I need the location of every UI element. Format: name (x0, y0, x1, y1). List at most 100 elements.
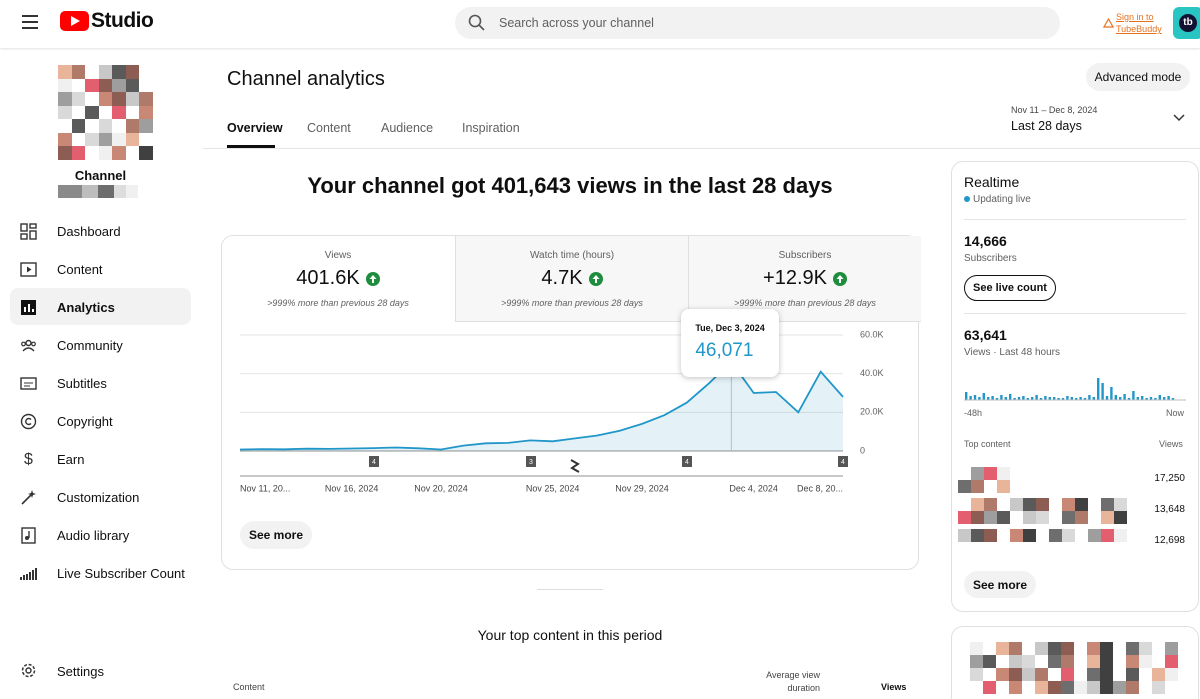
nav-item[interactable]: Live Subscriber Count (57, 566, 185, 581)
tab[interactable]: Inspiration (462, 121, 520, 135)
period[interactable]: Last 28 days (1011, 119, 1082, 133)
metric-value: 4.7K (541, 267, 583, 289)
realtime-bar (1127, 398, 1131, 400)
avatar-pixel (139, 146, 153, 160)
nav-item[interactable]: Subtitles (57, 376, 107, 391)
x-tick-label: Dec 8, 20... (797, 483, 843, 493)
nav-item[interactable]: Earn (57, 452, 85, 467)
table-header: Average view duration (740, 669, 820, 695)
see-more-button[interactable]: See more (964, 571, 1036, 598)
tubebuddy-line[interactable]: Sign in to (1116, 12, 1154, 22)
thumbnail-pixel (958, 529, 971, 542)
date-range[interactable]: Nov 11 – Dec 8, 2024 (1011, 105, 1098, 115)
realtime-bar (1105, 396, 1109, 400)
up-icon (365, 271, 380, 286)
avatar-pixel (98, 65, 112, 79)
tooltip: Tue, Dec 3, 2024 46,071 (681, 309, 780, 377)
y-tick-label: 0 (860, 445, 865, 455)
view-count: 63,641 (964, 327, 1007, 343)
avatar-pixel (125, 119, 139, 133)
y-tick-label: 20.0K (860, 407, 884, 417)
realtime-bar (1022, 396, 1025, 400)
thumbnail-pixel (1048, 681, 1061, 694)
tab[interactable]: Audience (381, 121, 434, 135)
table-header: Content (233, 682, 265, 692)
x-tick-label: Nov 11, 20... (240, 483, 290, 493)
avatar-pixel (71, 146, 85, 160)
thumbnail-pixel (1114, 529, 1127, 542)
nav-icon (20, 568, 37, 580)
nav-icon (20, 262, 37, 277)
realtime-bar (1110, 387, 1113, 400)
tubebuddy-link[interactable]: Sign in to TubeBuddy (1116, 11, 1162, 35)
tab[interactable]: Content (307, 121, 351, 135)
nav-icon (20, 413, 37, 430)
realtime-bar (1048, 397, 1051, 400)
nav-item[interactable]: Dashboard (57, 224, 121, 239)
tooltip-value: 46,071 (695, 340, 754, 361)
nav-item[interactable]: Analytics (57, 300, 115, 315)
search-placeholder[interactable]: Search across your channel (499, 16, 654, 30)
nav-item[interactable]: Content (57, 262, 103, 277)
advanced-mode-button[interactable]: Advanced mode (1086, 63, 1190, 91)
up-icon (832, 271, 847, 286)
thumbnail-pixel (1010, 498, 1023, 511)
axis-label: -48h (964, 408, 983, 418)
table-header: Views (881, 682, 907, 692)
metric-tab[interactable]: Subscribers +12.9K >999% more than previou… (688, 236, 921, 322)
divider (964, 219, 1186, 220)
metric-value: 401.6K (296, 267, 360, 289)
x-tick-label: Nov 20, 2024 (414, 483, 468, 493)
realtime-bar (1066, 396, 1069, 400)
avatar-pixel (125, 65, 139, 79)
menu-button[interactable] (22, 15, 38, 29)
subscriber-count: 14,666 (964, 233, 1007, 249)
nav-item[interactable]: Copyright (57, 414, 113, 429)
thumbnail-pixel (1061, 655, 1074, 668)
avatar-pixel (71, 65, 85, 79)
realtime-bar (1154, 398, 1157, 400)
logo-icon[interactable] (60, 11, 89, 31)
thumbnail-pixel (1022, 655, 1035, 668)
avatar-pixel (112, 105, 126, 119)
metric-value: +12.9K (763, 267, 827, 289)
nav-icon (21, 300, 36, 315)
tubebuddy-line[interactable]: TubeBuddy (1116, 24, 1162, 34)
nav-icon (21, 527, 36, 544)
period-chevron[interactable] (1173, 114, 1185, 122)
avatar-pixel (58, 92, 72, 106)
avatar-pixel (71, 119, 85, 133)
nav-item[interactable]: Customization (57, 490, 140, 505)
annotation-marker (838, 456, 848, 467)
see-live-count-button[interactable]: See live count (964, 275, 1056, 301)
realtime-title: Realtime (964, 174, 1020, 190)
realtime-bar (1083, 398, 1087, 400)
avatar-pixel (112, 65, 126, 79)
thumbnail-pixel (997, 467, 1010, 480)
metric-tab[interactable]: Watch time (hours) 4.7K >999% more than pr… (455, 236, 688, 322)
realtime-bars (964, 378, 1186, 401)
see-more-button[interactable]: See more (240, 521, 312, 549)
avatar-pixel (139, 92, 153, 106)
tubebuddy-button[interactable]: tb (1173, 7, 1200, 39)
thumbnail-pixel (1009, 655, 1022, 668)
metric-value-row: 401.6K (222, 267, 454, 290)
nav-highlight (10, 288, 191, 325)
metric-change: >999% more than previous 28 days (267, 298, 409, 308)
annotation-marker (682, 456, 692, 467)
nav-settings[interactable]: Settings (57, 664, 104, 679)
nav-item[interactable]: Audio library (57, 528, 130, 543)
nav-item[interactable]: Community (57, 338, 123, 353)
thumbnail-pixel (984, 511, 997, 524)
metric-label: Subscribers (778, 250, 832, 261)
tab[interactable]: Overview (227, 121, 283, 135)
nav-icon: $ (24, 451, 33, 468)
search-box[interactable] (455, 7, 1060, 39)
thumbnail-pixel (1114, 498, 1127, 511)
metric-value-row: +12.9K (689, 267, 921, 290)
thumbnail-pixel (1061, 642, 1074, 655)
logo-text[interactable]: Studio (91, 9, 154, 32)
metric-tab[interactable]: Views 401.6K >999% more than previous 28 d… (222, 236, 454, 321)
avatar-pixel (98, 92, 112, 106)
realtime-bar (973, 395, 977, 400)
